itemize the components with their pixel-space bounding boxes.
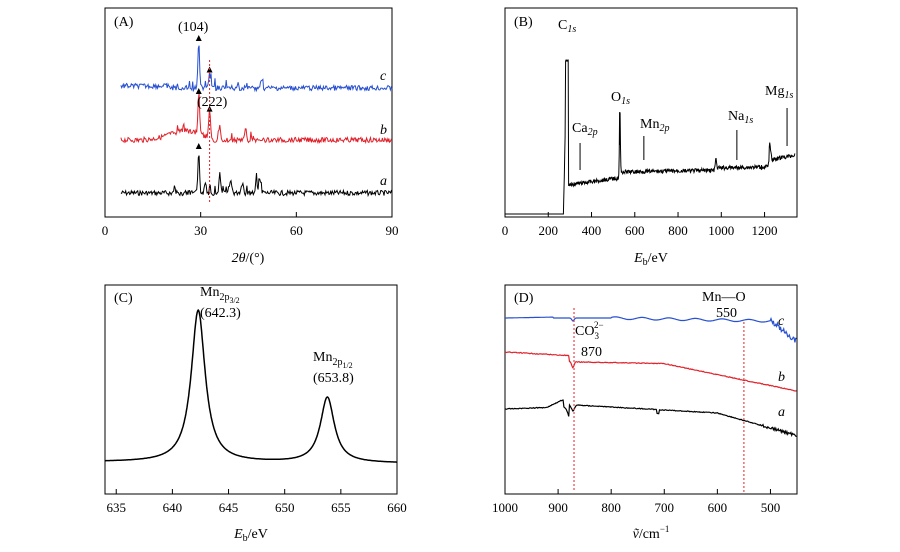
panel-a-annotation-104: (104)	[178, 20, 209, 35]
x-tick-label: 200	[539, 223, 559, 238]
x-tick-label: 700	[655, 500, 675, 515]
peak-label-na: Na1s	[728, 109, 753, 126]
panel-c-letter: (C)	[114, 291, 133, 306]
series-c-line	[120, 45, 393, 93]
panel-d-series-label-a: a	[778, 405, 785, 420]
x-tick-label: 800	[601, 500, 621, 515]
panel-d-mno-value: 550	[716, 306, 737, 321]
panel-c-peak2-label: Mn2p1/2	[313, 350, 353, 370]
panel-a: 0 30 60 90 (104) (222) c b a 2θ/(°)	[102, 20, 399, 266]
panel-a-frame	[104, 7, 393, 218]
ftir-series-b-line	[504, 351, 797, 392]
x-tick-label: 660	[387, 500, 407, 515]
panel-d-co3-label: CO32−	[575, 320, 604, 341]
x-tick-label: 1000	[708, 223, 734, 238]
peak-marker	[195, 143, 202, 149]
peak-marker	[195, 35, 202, 41]
panel-c-frame	[104, 284, 398, 495]
panel-b-frame	[504, 7, 798, 218]
x-tick-label: 60	[290, 223, 303, 238]
ftir-series-a-line	[504, 399, 797, 438]
x-tick-label: 500	[761, 500, 781, 515]
panel-d-curves	[504, 316, 797, 438]
x-tick-label: 600	[625, 223, 645, 238]
panel-a-letter: (A)	[114, 15, 134, 30]
panel-b: 0 200 400 600 800 1000 1200 C1s Ca2p O1s Mn2p Na1s…	[502, 18, 796, 268]
survey-line	[505, 59, 796, 215]
x-tick-label: 650	[275, 500, 295, 515]
ftir-series-c-line	[505, 316, 797, 343]
panel-c-ticks: 635 640 645 650 655 660	[106, 489, 407, 515]
x-tick-label: 600	[708, 500, 728, 515]
x-tick-label: 400	[582, 223, 602, 238]
panel-a-curves	[120, 35, 393, 198]
panel-a-x-axis-label: 2θ/(°)	[232, 251, 265, 266]
panel-a-series-label-b: b	[380, 123, 387, 138]
x-tick-label: 0	[102, 223, 109, 238]
x-tick-label: 800	[668, 223, 688, 238]
panel-c-peak1-label: Mn2p3/2	[200, 285, 240, 305]
panel-d-x-axis-label: ṽ/cm−1	[633, 524, 670, 542]
peak-label-mg: Mg1s	[765, 84, 793, 101]
panel-d: 1000 900 800 700 600 500 Mn—O 550 CO32− 870 c…	[492, 290, 797, 542]
panel-a-annotation-222: (222)	[197, 95, 228, 110]
panel-c-curve	[105, 308, 397, 463]
panel-d-letter: (D)	[514, 291, 534, 306]
panel-b-letter: (B)	[514, 15, 533, 30]
peak-label-ca: Ca2p	[572, 121, 598, 138]
panel-d-series-label-c: c	[778, 314, 785, 329]
x-tick-label: 90	[386, 223, 399, 238]
x-tick-label: 655	[331, 500, 351, 515]
x-tick-label: 640	[163, 500, 183, 515]
panel-d-co3-value: 870	[581, 345, 602, 360]
peak-marker	[195, 88, 202, 94]
peak-label-mn: Mn2p	[640, 117, 669, 134]
x-tick-label: 900	[548, 500, 568, 515]
panel-a-series-label-a: a	[380, 174, 387, 189]
panel-c: 635 640 645 650 655 660 Mn2p3/2 (642.3) Mn2p1…	[105, 285, 407, 544]
panel-b-curve	[505, 59, 796, 215]
series-a-line	[120, 155, 393, 198]
panel-b-peak-labels: C1s Ca2p O1s Mn2p Na1s Mg1s	[558, 18, 793, 170]
panel-d-mno-label: Mn—O	[702, 290, 746, 305]
panel-b-ticks: 0 200 400 600 800 1000 1200	[502, 212, 778, 238]
panel-c-peak1-value: (642.3)	[200, 306, 241, 321]
panel-b-x-axis-label: Eb/eV	[633, 251, 668, 268]
panel-d-ticks: 1000 900 800 700 600 500	[492, 489, 780, 515]
peak-label-o: O1s	[611, 90, 630, 107]
mn2p-line	[105, 308, 397, 463]
panel-d-frame	[504, 284, 798, 495]
x-tick-label: 645	[219, 500, 239, 515]
x-tick-label: 0	[502, 223, 509, 238]
x-tick-label: 1200	[752, 223, 778, 238]
panel-a-ticks: 0 30 60 90	[102, 212, 399, 238]
x-tick-label: 30	[194, 223, 207, 238]
panel-c-peak2-value: (653.8)	[313, 371, 354, 386]
x-tick-label: 635	[106, 500, 126, 515]
x-tick-label: 1000	[492, 500, 518, 515]
peak-label-c: C1s	[558, 18, 576, 35]
series-b-line	[120, 93, 393, 145]
panel-a-series-label-c: c	[380, 69, 387, 84]
panel-d-series-label-b: b	[778, 370, 785, 385]
panel-c-x-axis-label: Eb/eV	[233, 527, 268, 544]
